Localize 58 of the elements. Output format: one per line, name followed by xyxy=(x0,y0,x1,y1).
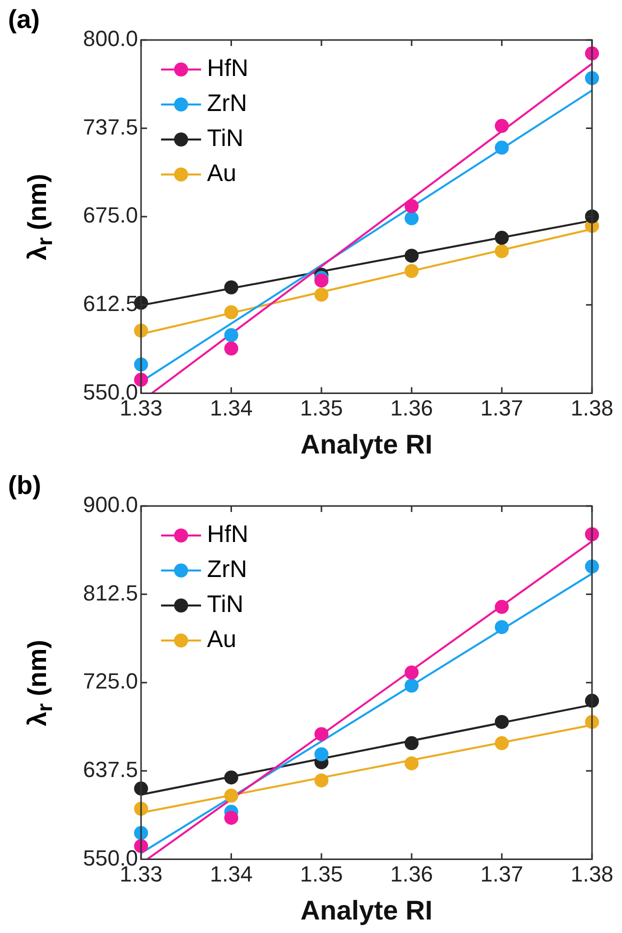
legend-label: TiN xyxy=(207,125,244,152)
legend-label: HfN xyxy=(207,55,248,82)
x-tick-label: 1.34 xyxy=(210,861,253,886)
point xyxy=(224,810,238,825)
x-tick-label: 1.38 xyxy=(570,395,614,420)
point xyxy=(494,118,509,133)
point xyxy=(224,788,238,803)
legend-label: TiN xyxy=(207,591,244,618)
point xyxy=(494,736,509,750)
x-tick-label: 1.36 xyxy=(390,861,434,886)
point xyxy=(494,244,509,258)
legend-label: ZrN xyxy=(207,90,248,118)
point xyxy=(224,328,238,342)
point xyxy=(494,714,509,729)
x-axis-title: Analyte RI xyxy=(300,429,433,460)
point xyxy=(494,230,509,245)
point xyxy=(314,773,328,788)
x-tick-label: 1.35 xyxy=(300,861,343,886)
point xyxy=(494,140,509,155)
legend-label: HfN xyxy=(207,521,248,548)
point xyxy=(314,727,328,742)
legend-label: Au xyxy=(207,626,236,654)
x-tick-label: 1.36 xyxy=(390,395,434,420)
y-tick-label: 675.0 xyxy=(82,202,138,228)
point xyxy=(404,756,419,770)
point xyxy=(224,305,238,320)
y-tick-label: 900.0 xyxy=(82,492,138,518)
point xyxy=(224,280,238,294)
x-tick-label: 1.35 xyxy=(300,395,343,420)
point xyxy=(224,770,238,784)
point xyxy=(314,288,328,302)
point xyxy=(404,666,419,680)
point xyxy=(404,211,419,226)
y-tick-label: 637.5 xyxy=(82,756,138,782)
legend-label: Au xyxy=(207,160,236,188)
point xyxy=(404,264,419,278)
point xyxy=(314,274,328,288)
x-axis-title: Analyte RI xyxy=(300,895,433,926)
x-tick-label: 1.34 xyxy=(210,395,253,420)
text: (a) xyxy=(8,4,40,35)
point xyxy=(404,199,419,214)
point xyxy=(404,678,419,693)
x-tick-label: 1.37 xyxy=(480,395,524,420)
point xyxy=(224,342,238,356)
point xyxy=(494,620,509,634)
x-tick-label: 1.38 xyxy=(570,861,614,886)
y-tick-label: 725.0 xyxy=(82,668,138,694)
point xyxy=(404,248,419,263)
legend-label: ZrN xyxy=(207,556,248,584)
y-tick-label: 812.5 xyxy=(82,580,138,606)
text: (b) xyxy=(8,470,42,501)
point xyxy=(404,736,419,750)
y-tick-label: 612.5 xyxy=(82,290,138,316)
point xyxy=(494,600,509,614)
point xyxy=(314,747,328,762)
y-tick-label: 737.5 xyxy=(82,114,138,140)
y-tick-label: 800.0 xyxy=(82,26,138,52)
x-tick-label: 1.37 xyxy=(480,861,524,886)
